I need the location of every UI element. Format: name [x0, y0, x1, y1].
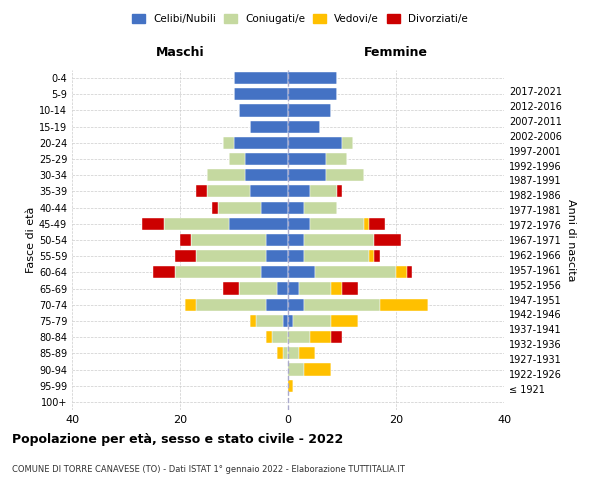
Bar	[331, 315, 358, 327]
Text: COMUNE DI TORRE CANAVESE (TO) - Dati ISTAT 1° gennaio 2022 - Elaborazione TUTTIT: COMUNE DI TORRE CANAVESE (TO) - Dati IST…	[12, 466, 405, 474]
Bar	[304, 234, 374, 246]
Bar	[374, 250, 380, 262]
Bar	[331, 331, 342, 343]
Bar	[272, 331, 288, 343]
Bar	[239, 104, 288, 117]
Bar	[266, 298, 288, 311]
Bar	[277, 282, 288, 294]
Bar	[256, 315, 283, 327]
Bar	[304, 250, 369, 262]
Bar	[337, 186, 342, 198]
Bar	[288, 72, 337, 84]
Bar	[342, 137, 353, 149]
Bar	[229, 218, 288, 230]
Bar	[326, 153, 347, 165]
Bar	[245, 153, 288, 165]
Bar	[180, 234, 191, 246]
Bar	[380, 298, 428, 311]
Bar	[407, 266, 412, 278]
Bar	[310, 218, 364, 230]
Bar	[288, 153, 326, 165]
Bar	[266, 250, 288, 262]
Bar	[164, 218, 229, 230]
Bar	[266, 234, 288, 246]
Bar	[196, 298, 266, 311]
Bar	[310, 186, 337, 198]
Bar	[288, 104, 331, 117]
Bar	[342, 282, 358, 294]
Bar	[304, 298, 380, 311]
Bar	[396, 266, 407, 278]
Bar	[283, 348, 288, 360]
Bar	[288, 202, 304, 213]
Bar	[288, 218, 310, 230]
Bar	[288, 364, 304, 376]
Bar	[288, 282, 299, 294]
Bar	[304, 364, 331, 376]
Bar	[288, 266, 315, 278]
Bar	[223, 282, 239, 294]
Bar	[142, 218, 164, 230]
Bar	[196, 250, 266, 262]
Bar	[288, 234, 304, 246]
Bar	[218, 202, 261, 213]
Bar	[185, 298, 196, 311]
Bar	[364, 218, 369, 230]
Bar	[229, 153, 245, 165]
Bar	[288, 169, 326, 181]
Bar	[288, 298, 304, 311]
Bar	[299, 348, 315, 360]
Bar	[304, 202, 337, 213]
Bar	[207, 186, 250, 198]
Bar	[212, 202, 218, 213]
Bar	[369, 250, 374, 262]
Bar	[223, 137, 234, 149]
Bar	[250, 186, 288, 198]
Bar	[288, 380, 293, 392]
Bar	[153, 266, 175, 278]
Bar	[288, 331, 310, 343]
Bar	[288, 186, 310, 198]
Bar	[315, 266, 396, 278]
Bar	[266, 331, 272, 343]
Bar	[261, 202, 288, 213]
Bar	[175, 250, 196, 262]
Bar	[331, 282, 342, 294]
Bar	[288, 315, 293, 327]
Bar	[288, 250, 304, 262]
Bar	[207, 169, 245, 181]
Y-axis label: Fasce di età: Fasce di età	[26, 207, 36, 273]
Bar	[234, 88, 288, 101]
Bar	[288, 120, 320, 132]
Bar	[374, 234, 401, 246]
Bar	[245, 169, 288, 181]
Bar	[196, 186, 207, 198]
Bar	[310, 331, 331, 343]
Bar	[288, 348, 299, 360]
Text: Popolazione per età, sesso e stato civile - 2022: Popolazione per età, sesso e stato civil…	[12, 432, 343, 446]
Bar	[191, 234, 266, 246]
Bar	[326, 169, 364, 181]
Bar	[234, 137, 288, 149]
Text: Maschi: Maschi	[155, 46, 205, 59]
Bar	[250, 315, 256, 327]
Bar	[277, 348, 283, 360]
Bar	[283, 315, 288, 327]
Bar	[288, 137, 342, 149]
Y-axis label: Anni di nascita: Anni di nascita	[566, 198, 576, 281]
Bar	[369, 218, 385, 230]
Bar	[234, 72, 288, 84]
Bar	[293, 315, 331, 327]
Text: Femmine: Femmine	[364, 46, 428, 59]
Legend: Celibi/Nubili, Coniugati/e, Vedovi/e, Divorziati/e: Celibi/Nubili, Coniugati/e, Vedovi/e, Di…	[128, 10, 472, 29]
Bar	[261, 266, 288, 278]
Bar	[299, 282, 331, 294]
Bar	[175, 266, 261, 278]
Bar	[288, 88, 337, 101]
Bar	[250, 120, 288, 132]
Bar	[239, 282, 277, 294]
